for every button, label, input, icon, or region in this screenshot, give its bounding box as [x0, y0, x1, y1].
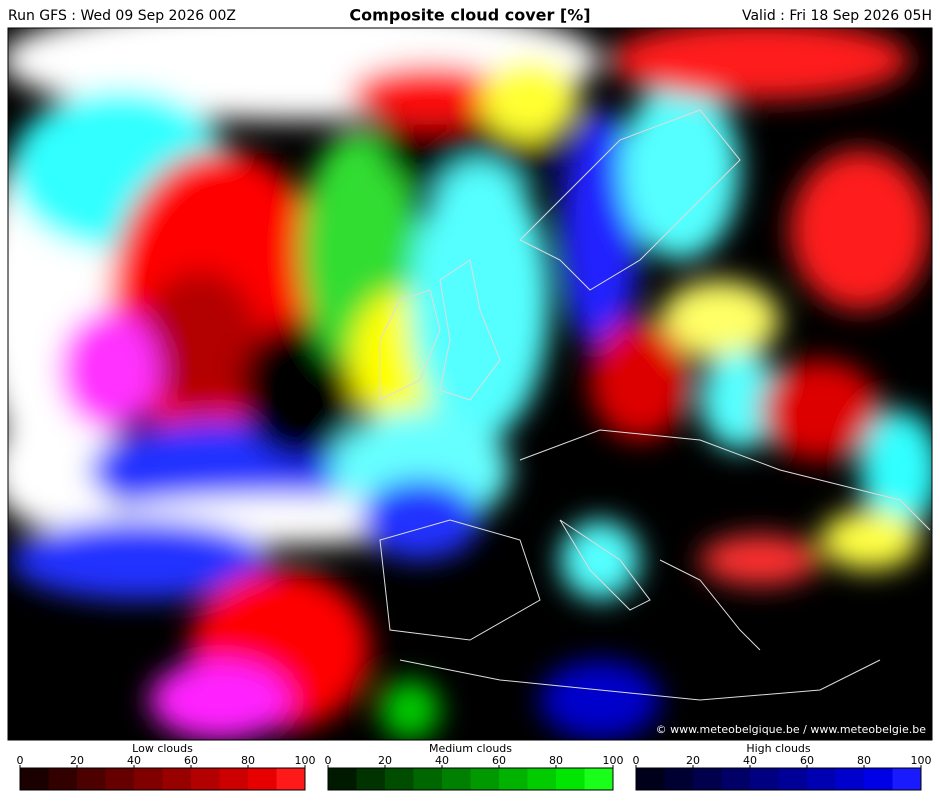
colorbar-cell [20, 768, 49, 790]
colorbar-cell [413, 768, 442, 790]
colorbar-cell [693, 768, 722, 790]
colorbar-tick-label: 0 [633, 754, 640, 767]
colorbar-tick-label: 20 [686, 754, 700, 767]
colorbar-cell [892, 768, 921, 790]
colorbar-cell [584, 768, 613, 790]
colorbar-tick-label: 0 [325, 754, 332, 767]
colorbar-cell [556, 768, 585, 790]
colorbar-cell [499, 768, 528, 790]
colorbar-cell [664, 768, 693, 790]
colorbar-tick-label: 100 [295, 754, 316, 767]
colorbar-cell [191, 768, 220, 790]
colorbar-cell [470, 768, 499, 790]
colorbar-tick-label: 60 [492, 754, 506, 767]
colorbar-tick-label: 0 [17, 754, 24, 767]
colorbar-cell [134, 768, 163, 790]
coastlines [379, 109, 931, 701]
colorbar-tick-label: 60 [184, 754, 198, 767]
colorbar-tick-label: 40 [743, 754, 757, 767]
colorbar-cell [276, 768, 305, 790]
colorbar-frame [327, 767, 614, 791]
colorbar-cell [48, 768, 77, 790]
colorbar-cell [248, 768, 277, 790]
legend-label: Medium clouds [429, 742, 512, 755]
colorbar-cell [77, 768, 106, 790]
colorbar-cell [356, 768, 385, 790]
colorbar-tick-label: 100 [603, 754, 624, 767]
colorbar-tick-label: 80 [241, 754, 255, 767]
colorbar-cell [835, 768, 864, 790]
colorbar-cell [864, 768, 893, 790]
colorbar-cell [778, 768, 807, 790]
colorbar-cell [162, 768, 191, 790]
colorbar-cell [442, 768, 471, 790]
legend-label: High clouds [746, 742, 811, 755]
colorbar-tick-label: 100 [911, 754, 932, 767]
colorbar-tick-label: 60 [800, 754, 814, 767]
colorbar-tick-label: 20 [378, 754, 392, 767]
run-label: Run GFS : Wed 09 Sep 2026 00Z [8, 8, 236, 24]
colorbar-cell [219, 768, 248, 790]
colorbar-cell [807, 768, 836, 790]
colorbar-cell [750, 768, 779, 790]
colorbar-cell [721, 768, 750, 790]
credit: © www.meteobelgique.be / www.meteobelgie… [656, 723, 927, 736]
colorbar-tick-label: 80 [549, 754, 563, 767]
legend-label: Low clouds [132, 742, 193, 755]
colorbar-cell [105, 768, 134, 790]
colorbar-tick-label: 80 [857, 754, 871, 767]
valid-label: Valid : Fri 18 Sep 2026 05H [742, 8, 932, 24]
map-title: Composite cloud cover [%] [349, 6, 590, 25]
colorbar-cell [527, 768, 556, 790]
colorbar-frame [635, 767, 922, 791]
colorbar-cell [328, 768, 357, 790]
colorbar-tick-label: 40 [435, 754, 449, 767]
map-frame [7, 27, 933, 741]
colorbar-cell [636, 768, 665, 790]
cloud-map [8, 28, 932, 740]
colorbar-cell [385, 768, 414, 790]
colorbar-frame [19, 767, 306, 791]
colorbar-tick-label: 20 [70, 754, 84, 767]
colorbar-tick-label: 40 [127, 754, 141, 767]
